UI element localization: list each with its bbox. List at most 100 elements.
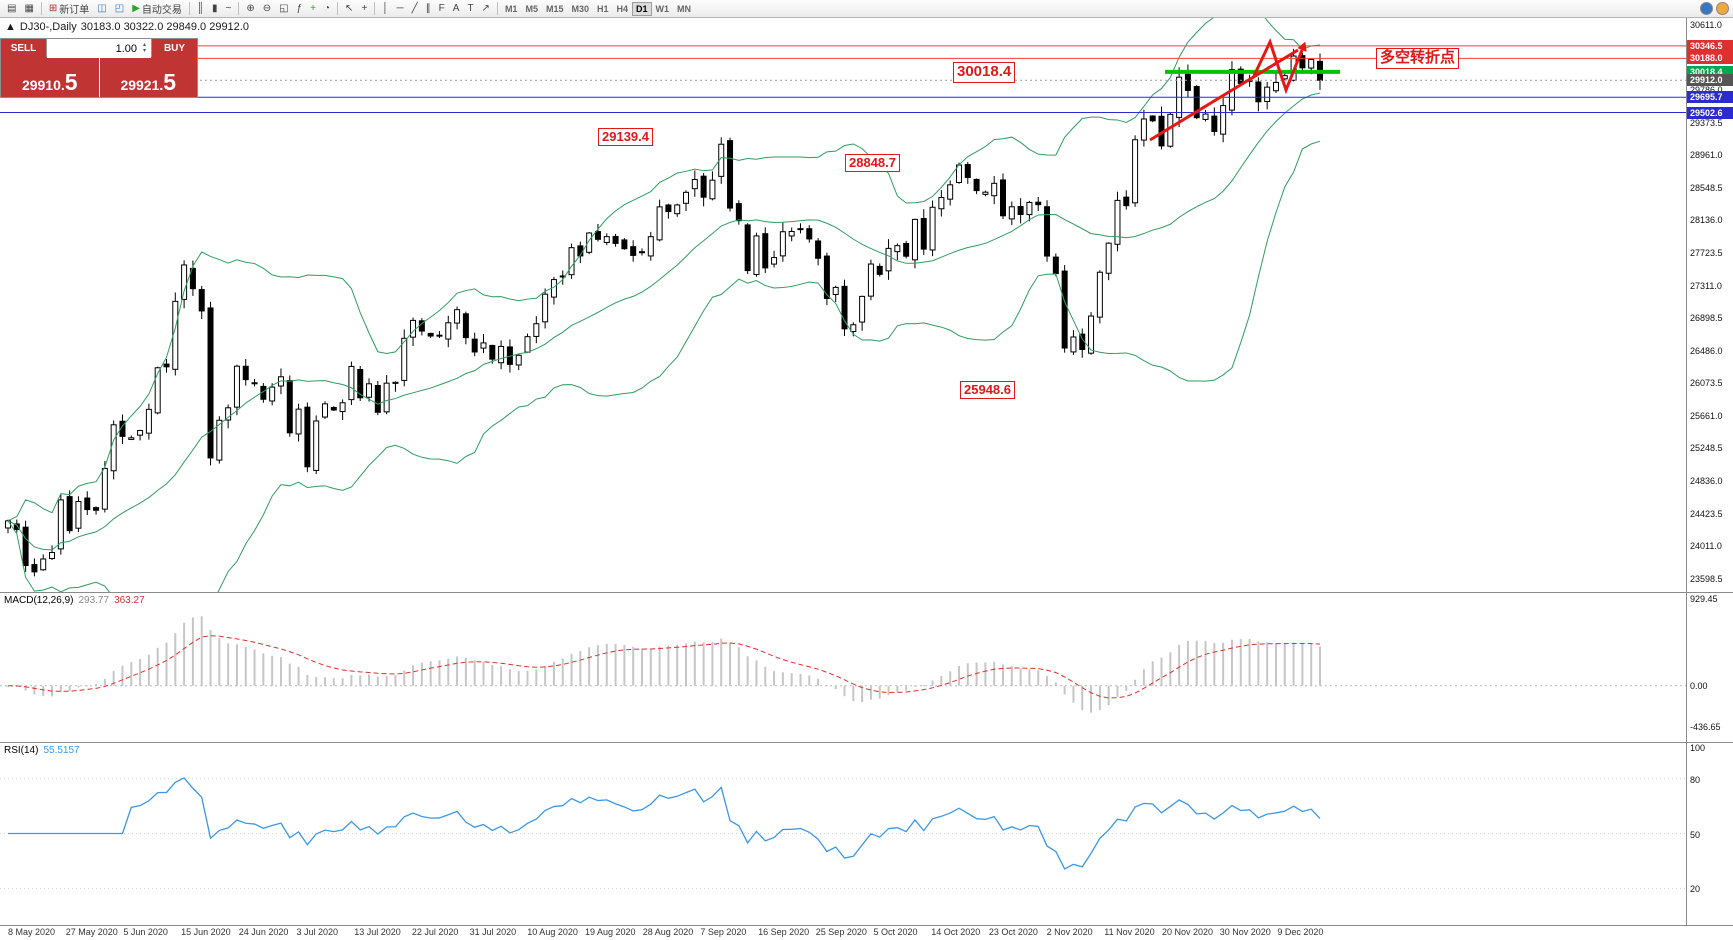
timeframe-button-d1[interactable]: D1 [632, 1, 652, 16]
terminal-window-icon: ◰ [114, 2, 125, 14]
price-callout[interactable]: 30018.4 [953, 62, 1016, 83]
price-scale-label: 29786.0 [1690, 85, 1723, 96]
panel-expand-arrow-icon[interactable]: ▲ [5, 21, 16, 33]
text-icon[interactable]: A [449, 0, 464, 18]
timeframe-button-w1[interactable]: W1 [655, 3, 670, 14]
horizontal-line-icon: ─ [396, 2, 404, 14]
period-clock-icon[interactable]: ◔ [320, 0, 334, 18]
price-scale-label: 28548.5 [1690, 182, 1723, 193]
timeframe-button-m5[interactable]: M5 [525, 3, 538, 14]
macd-name: MACD(12,26,9) [4, 595, 74, 606]
timeframe-button-mn[interactable]: MN [677, 3, 692, 14]
symbol-period-label: DJ30-,Daily [19, 21, 77, 33]
indicators-icon[interactable]: ƒ [293, 0, 307, 18]
trendline-object[interactable] [1149, 48, 1299, 142]
autotrading-button: ▶ [132, 2, 140, 14]
terminal-window-icon[interactable]: ◰ [111, 0, 128, 18]
time-axis-label: 25 Sep 2020 [815, 927, 867, 937]
horizontal-line-icon[interactable]: ─ [393, 0, 408, 18]
panel-separator[interactable] [0, 592, 1733, 593]
time-axis-label: 27 May 2020 [65, 927, 118, 937]
time-axis-label: 8 May 2020 [8, 927, 56, 937]
price-marker: 30346.5 [1687, 39, 1733, 52]
zoom-out-icon[interactable]: ⊖ [259, 0, 275, 18]
vertical-line-icon[interactable]: │ [378, 0, 392, 18]
buy-price-button[interactable]: 29921. 5 [99, 57, 197, 97]
cursor-icon: ↖ [345, 2, 354, 14]
price-scale-label: 24011.0 [1690, 541, 1722, 552]
trendline-icon[interactable]: ╱ [408, 0, 422, 18]
turning-point-annotation[interactable]: 多空转折点 [1376, 48, 1460, 69]
tile-windows-icon[interactable]: ◱ [275, 0, 292, 18]
rsi-scale-label: 20 [1690, 884, 1701, 895]
stepper-down-icon[interactable]: ▾ [142, 48, 146, 54]
zoom-in-icon[interactable]: ⊕ [242, 0, 258, 18]
arrows-icon[interactable]: ↗ [478, 0, 494, 18]
time-axis-label: 5 Jun 2020 [123, 927, 168, 937]
market-watch-icon[interactable]: ◫ [93, 0, 110, 18]
timeframe-button-h1[interactable]: H1 [597, 3, 609, 14]
rsi-scale-label: 100 [1690, 743, 1706, 753]
price-scale-label: 25661.0 [1690, 410, 1723, 421]
charts-grid-icon[interactable]: ▤ [3, 0, 20, 18]
toolbar-separator [374, 2, 376, 15]
price-callout[interactable]: 25948.6 [960, 381, 1015, 400]
price-marker: 29912.0 [1687, 74, 1733, 87]
fibonacci-icon[interactable]: F [435, 0, 449, 18]
price-scale-label: 26073.5 [1690, 378, 1723, 389]
timeframe-button-m1[interactable]: M1 [504, 3, 518, 14]
main-toolbar: ▤ ▦ ⊞ 新订单 ◫ ◰ ▶ 自动交易 ║ ▮ ~ ⊕ ⊖ ◱ ƒ + ◔ ↖ + │ ─ ╱ ∥ F A T ↗ M1 M5 M15… [0, 0, 1733, 18]
crosshair-icon[interactable]: + [357, 0, 371, 18]
macd-indicator-label: MACD(12,26,9) 293.77 363.27 [4, 595, 145, 606]
buy-button[interactable]: BUY [152, 39, 197, 57]
candlestick-chart-icon[interactable]: ▮ [208, 0, 222, 18]
add-indicator-icon[interactable]: + [306, 0, 320, 18]
price-scale-label: 23598.5 [1690, 573, 1723, 584]
bar-chart-icon: ║ [196, 2, 204, 14]
rsi-scale-label: 80 [1690, 774, 1701, 785]
timeframe-button-m15[interactable]: M15 [545, 3, 564, 14]
time-axis-label: 9 Dec 2020 [1277, 927, 1324, 937]
autotrading-button[interactable]: ▶ 自动交易 [128, 0, 186, 18]
toolbar-separator [496, 2, 498, 15]
candlestick-chart-icon: ▮ [212, 2, 218, 14]
rsi-panel-canvas[interactable] [0, 742, 1686, 925]
label-icon[interactable]: T [463, 0, 477, 18]
price-callout[interactable]: 29139.4 [598, 128, 653, 147]
fibonacci-icon: F [438, 2, 445, 14]
price-scale[interactable]: 30611.030198.529786.029373.528961.028548… [1686, 18, 1733, 925]
timeframe-button-m30[interactable]: M30 [571, 3, 589, 14]
charts-grid-icon: ▤ [7, 2, 17, 14]
sell-price-big-digit: 5 [64, 69, 78, 95]
price-scale-label: 27723.5 [1690, 248, 1723, 258]
community-icon[interactable] [1700, 2, 1713, 15]
volume-input[interactable] [47, 40, 151, 58]
alerts-icon[interactable] [1716, 2, 1729, 15]
cursor-icon[interactable]: ↖ [341, 0, 357, 18]
zigzag-arrow-object[interactable] [1251, 37, 1304, 95]
sell-price: 29910. [21, 77, 65, 93]
line-chart-icon[interactable]: ~ [222, 0, 236, 18]
timeframe-button-h4[interactable]: H4 [616, 3, 629, 14]
new-order-button[interactable]: ⊞ 新订单 [45, 0, 93, 18]
rsi-indicator-label: RSI(14) 55.5157 [4, 745, 80, 756]
new-order-button-label: 新订单 [59, 5, 90, 16]
stepper-up-icon[interactable]: ▴ [142, 42, 146, 48]
candlesticks [5, 48, 1323, 577]
sell-button[interactable]: SELL [1, 39, 46, 57]
panel-separator[interactable] [0, 742, 1733, 743]
bar-chart-icon[interactable]: ║ [193, 0, 208, 18]
channel-icon[interactable]: ∥ [422, 0, 435, 18]
price-chart-canvas[interactable] [0, 18, 1686, 592]
one-click-trading-panel: SELL ▴▾ BUY 29910.5 29921.5 [0, 38, 198, 98]
indicators-icon: ƒ [296, 2, 303, 14]
macd-panel-canvas[interactable] [0, 592, 1686, 742]
chart-window-icon[interactable]: ▦ [20, 0, 37, 18]
time-axis-label: 5 Oct 2020 [873, 927, 918, 937]
volume-stepper[interactable]: ▴ ▾ [139, 39, 150, 57]
time-axis[interactable]: 8 May 2020 27 May 2020 5 Jun 2020 15 Jun 20… [0, 926, 1733, 940]
toolbar-separator [40, 2, 42, 15]
price-callout[interactable]: 28848.7 [845, 154, 900, 173]
time-axis-label: 19 Aug 2020 [585, 927, 636, 937]
sell-price-button[interactable]: 29910. 5 [1, 57, 99, 97]
